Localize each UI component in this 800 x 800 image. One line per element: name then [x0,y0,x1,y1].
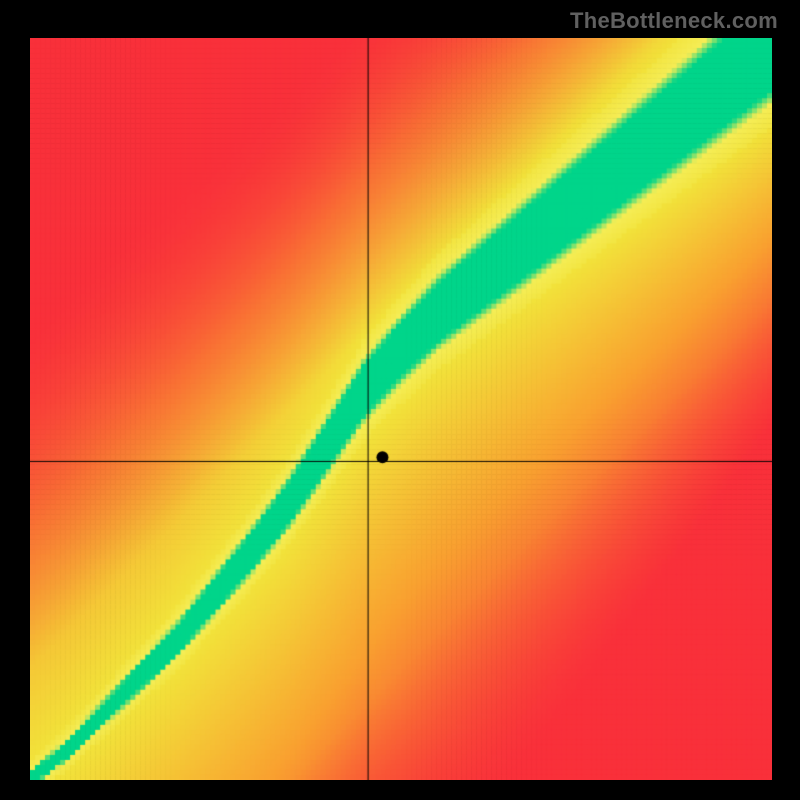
bottleneck-heatmap [30,38,772,780]
chart-container: TheBottleneck.com [0,0,800,800]
watermark-text: TheBottleneck.com [570,8,778,34]
